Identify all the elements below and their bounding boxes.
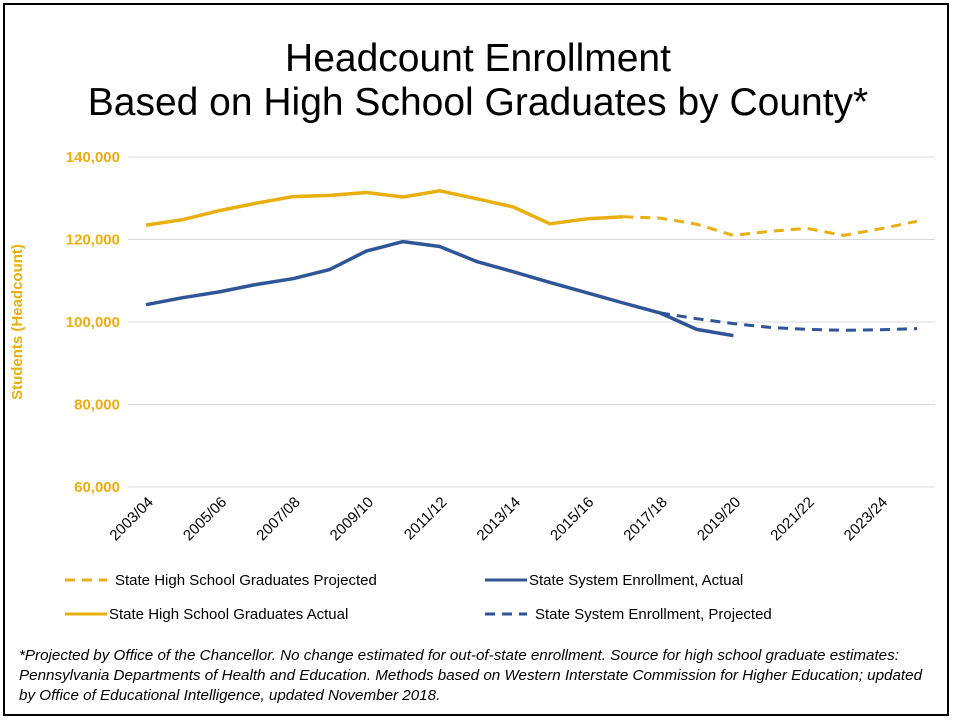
- series-line: [659, 311, 918, 332]
- chart-title-line-1: Headcount Enrollment: [285, 37, 671, 80]
- chart-title: Headcount Enrollment Based on High Schoo…: [5, 37, 947, 125]
- legend-label: State High School Graduates Projected: [115, 572, 377, 589]
- series-line: [145, 189, 624, 227]
- gridlines: [128, 156, 935, 488]
- legend-label: State System Enrollment, Projected: [535, 606, 772, 623]
- series-line: [623, 215, 918, 237]
- x-tick-label: 2005/06: [180, 494, 230, 544]
- x-axis-ticks: 2003/04 2005/06 2007/08 2009/10 2011/12 2013/…: [106, 494, 891, 544]
- y-axis-label: Students (Headcount): [9, 244, 26, 400]
- legend-label: State High School Graduates Actual: [109, 606, 348, 623]
- x-tick-label: 2011/12: [401, 494, 451, 544]
- x-tick-label: 2015/16: [547, 494, 597, 544]
- chart-title-line-2: Based on High School Graduates by County…: [87, 81, 869, 124]
- x-tick-label: 2017/18: [620, 494, 670, 544]
- footnote: *Projected by Office of the Chancellor. …: [19, 647, 923, 704]
- x-tick-label: 2013/14: [474, 494, 524, 544]
- x-tick-label: 2019/20: [694, 494, 744, 544]
- x-tick-label: 2021/22: [767, 494, 817, 544]
- slide-frame: Headcount Enrollment Based on High Schoo…: [3, 3, 949, 716]
- line-chart: 60,000 80,000 100,000 120,000 140,000 Studen…: [9, 149, 935, 623]
- x-tick-label: 2007/08: [253, 494, 303, 544]
- legend: State High School Graduates Projected Sta…: [65, 572, 772, 623]
- x-tick-label: 2009/10: [327, 494, 377, 544]
- y-tick-label: 100,000: [66, 314, 120, 331]
- y-tick-label: 60,000: [74, 479, 120, 496]
- y-tick-label: 80,000: [74, 397, 120, 414]
- series-line: [145, 239, 734, 338]
- y-axis-ticks: 60,000 80,000 100,000 120,000 140,000: [66, 149, 120, 496]
- x-tick-label: 2003/04: [106, 494, 156, 544]
- y-tick-label: 140,000: [66, 149, 120, 166]
- x-tick-label: 2023/24: [841, 494, 891, 544]
- series-lines: [145, 189, 918, 338]
- y-tick-label: 120,000: [66, 232, 120, 249]
- legend-label: State System Enrollment, Actual: [529, 572, 743, 589]
